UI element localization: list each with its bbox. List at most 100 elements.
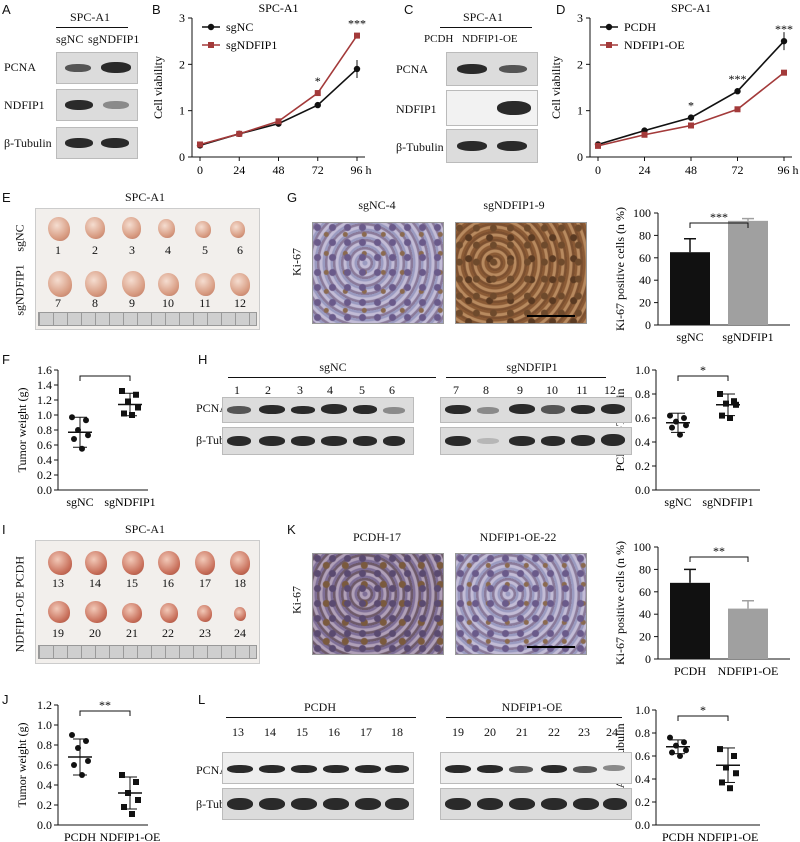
- chart-h-point: [723, 400, 729, 407]
- chart-d-point: [595, 142, 601, 149]
- chart-h-point: [677, 431, 683, 438]
- chart-g-bar-ytick-label: 80: [639, 228, 651, 242]
- panel-label-d: D: [556, 2, 566, 17]
- chart-j-significance-bracket: [79, 710, 131, 716]
- chart-d-point: [781, 69, 787, 76]
- chart-l-point: [669, 749, 675, 756]
- chart-d-ytick-label: 2: [577, 57, 583, 71]
- panel-h-group-left: sgNC: [319, 360, 347, 374]
- chart-g-bar-ytick-label: 0: [645, 318, 651, 332]
- tumor-number-1: 1: [55, 243, 61, 257]
- chart-k-bar-ytick-label: 60: [639, 585, 651, 599]
- panel-h-lane-5: 5: [359, 383, 365, 397]
- chart-b-point: [236, 130, 243, 137]
- chart-b-legend-label: sgNDFIP1: [226, 38, 277, 52]
- panel-l-lane-22: 22: [548, 725, 560, 739]
- chart-d-ytick-label: 0: [577, 150, 583, 164]
- chart-k-bar-ytick-label: 80: [639, 562, 651, 576]
- chart-l-point: [719, 779, 725, 786]
- chart-d-point: [734, 88, 741, 95]
- panel-h-lane-7: 7: [453, 383, 459, 397]
- panel-h-lane-10: 10: [546, 383, 558, 397]
- chart-h-point: [717, 391, 723, 397]
- panel-h-right-underline: [446, 377, 606, 378]
- chart-b-point: [314, 101, 321, 109]
- chart-b-point: [354, 32, 360, 39]
- chart-d-xtick-label: 96 h: [778, 163, 799, 177]
- panel-c-blot-tubulin: [446, 129, 538, 163]
- panel-label-c: C: [404, 2, 414, 17]
- panel-l-lane-24: 24: [606, 725, 618, 739]
- chart-l-ytick-label: 0.8: [635, 726, 650, 740]
- panel-h-lane-6: 6: [389, 383, 395, 397]
- tumor-number-24: 24: [234, 626, 246, 640]
- panel-h-lane-3: 3: [297, 383, 303, 397]
- panel-l-lane-13: 13: [232, 725, 244, 739]
- panel-i-title: SPC-A1: [124, 522, 166, 536]
- panel-l-group-left: PCDH: [303, 700, 337, 714]
- panel-label-a: A: [2, 2, 11, 17]
- panel-a-lane-2: sgNDFIP1: [88, 32, 140, 46]
- chart-l-point: [733, 770, 739, 777]
- chart-f-point: [69, 414, 75, 421]
- tumor-number-16: 16: [162, 576, 174, 590]
- chart-b-xtick-label: 72: [312, 163, 324, 177]
- chart-h-point: [731, 398, 737, 405]
- panel-c-row-1: PCNA: [396, 62, 429, 76]
- chart-d-significance: ***: [775, 22, 793, 36]
- chart-d-xtick-label: 24: [639, 163, 651, 177]
- chart-b-xtick-label: 96 h: [351, 163, 372, 177]
- chart-l-significance-bracket: [677, 715, 729, 721]
- chart-j-point: [71, 762, 77, 768]
- chart-j-ytick-label: 0.6: [37, 758, 52, 772]
- ihc-image-ndfip1-oe-22: [455, 553, 587, 655]
- chart-k-bar-ytick-label: 100: [633, 540, 651, 554]
- chart-l-point: [667, 734, 673, 741]
- panel-c-title: SPC-A1: [462, 10, 504, 24]
- panel-e-title: SPC-A1: [124, 190, 166, 204]
- chart-j-point: [129, 811, 135, 817]
- chart-d-legend-marker: [606, 42, 612, 48]
- chart-f-point: [133, 391, 139, 398]
- chart-h-ytick-label: 0.0: [635, 483, 650, 497]
- panel-h-lane-9: 9: [517, 383, 523, 397]
- chart-b-significance: ***: [348, 17, 366, 31]
- panel-k-left-title: PCDH-17: [352, 530, 402, 544]
- ihc-image-sgnc-4: [312, 222, 444, 324]
- tumor-number-4: 4: [165, 243, 171, 257]
- panel-label-j: J: [2, 692, 9, 707]
- panel-l-lane-14: 14: [264, 725, 276, 739]
- chart-d-point: [688, 122, 694, 129]
- panel-h-lane-1: 1: [234, 383, 240, 397]
- chart-d-xtick-label: 0: [595, 163, 601, 177]
- panel-l-lane-23: 23: [578, 725, 590, 739]
- panel-e-group-1: sgNC: [12, 224, 27, 252]
- chart-j-category-label: NDFIP1-OE: [100, 830, 161, 842]
- chart-b-series-line-0: [199, 68, 358, 147]
- tumor-number-15: 15: [126, 576, 138, 590]
- panel-h-left-underline: [228, 377, 436, 378]
- chart-k-bar-category-label: PCDH: [674, 664, 706, 678]
- panel-h-lane-12: 12: [604, 383, 616, 397]
- tumor-number-3: 3: [129, 243, 135, 257]
- chart-h-point: [727, 415, 733, 421]
- chart-b-xtick-label: 0: [197, 163, 203, 177]
- panel-i-group-2: NDFIP1-OE: [12, 591, 27, 653]
- chart-b-ytick-label: 3: [179, 11, 185, 25]
- panel-l-group-right: NDFIP1-OE: [501, 700, 563, 714]
- tumor-number-18: 18: [234, 576, 246, 590]
- panel-h-blot-tubulin-left: [222, 427, 414, 455]
- chart-g-bar-ytick-label: 20: [639, 296, 651, 310]
- tumor-number-7: 7: [55, 296, 61, 310]
- chart-j-ytick-label: 1.2: [37, 698, 52, 712]
- panel-a-row-1: PCNA: [4, 60, 37, 74]
- chart-h-point: [673, 418, 679, 425]
- chart-h-ytick-label: 0.4: [635, 435, 650, 449]
- chart-b-legend-label: sgNC: [226, 20, 253, 34]
- chart-h-category-label: sgNC: [664, 495, 691, 509]
- chart-j-point: [121, 804, 127, 810]
- chart-f-ytick-label: 0.6: [37, 438, 52, 452]
- panel-a-blot-ndfip1: [56, 89, 138, 121]
- chart-f-point: [71, 436, 77, 442]
- panel-e-group-2: sgNDFIP1: [12, 264, 27, 316]
